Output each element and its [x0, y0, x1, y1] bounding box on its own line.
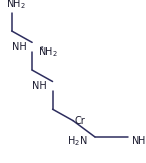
Text: NH$_2$: NH$_2$: [131, 134, 146, 148]
Text: NH$_2$: NH$_2$: [6, 0, 26, 11]
Text: NH: NH: [32, 81, 47, 91]
Text: $_3$: $_3$: [39, 44, 44, 53]
Text: H$_2$N: H$_2$N: [67, 134, 88, 148]
Text: NH$_2$: NH$_2$: [38, 46, 58, 59]
Text: Cr: Cr: [74, 116, 85, 126]
Text: NH: NH: [12, 42, 26, 52]
